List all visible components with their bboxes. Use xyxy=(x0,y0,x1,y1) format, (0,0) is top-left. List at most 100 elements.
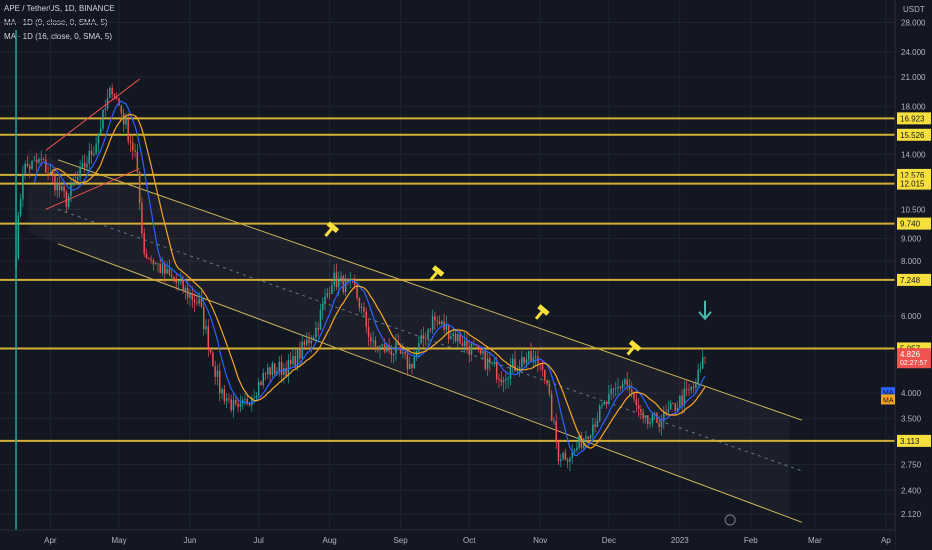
y-tick-label: 3.500 xyxy=(901,415,922,424)
candle-body xyxy=(660,421,663,428)
candle-body xyxy=(649,422,651,424)
candle-body xyxy=(246,398,248,405)
last-price-tag xyxy=(897,348,931,369)
candle-body xyxy=(592,424,594,436)
candle-body xyxy=(450,336,452,340)
x-tick-label: Jun xyxy=(184,536,197,545)
candle-body xyxy=(326,292,329,297)
candle-body xyxy=(562,452,564,460)
candle-body xyxy=(157,263,159,265)
candle-body xyxy=(202,306,205,330)
candle-body xyxy=(665,412,667,413)
y-tick-label: 18.000 xyxy=(901,103,926,112)
candle-body xyxy=(589,435,592,439)
candle-body xyxy=(518,366,521,370)
y-tick-label: 14.000 xyxy=(901,150,926,159)
candle-body xyxy=(42,159,45,160)
candle-body xyxy=(207,326,210,349)
candle-body xyxy=(283,367,285,375)
level-price-tag-label: 12.015 xyxy=(900,180,925,189)
level-price-tag xyxy=(897,177,931,190)
candle-body xyxy=(125,119,127,125)
candle-body xyxy=(473,344,475,346)
candle-body xyxy=(365,311,367,328)
candle-body xyxy=(239,403,242,407)
candle-body xyxy=(315,327,317,338)
candle-body xyxy=(97,133,100,144)
candle-body xyxy=(596,420,599,427)
candle-body xyxy=(500,379,503,383)
candle-body xyxy=(127,119,129,142)
candle-body xyxy=(180,279,182,282)
candle-body xyxy=(459,334,461,344)
y-tick-label: 4.000 xyxy=(901,389,922,398)
candle-body xyxy=(354,280,356,285)
ma-16-line xyxy=(49,113,706,449)
candle-body xyxy=(228,398,230,400)
candle-body xyxy=(438,321,441,325)
candle-body xyxy=(658,422,660,428)
candle-body xyxy=(397,342,400,345)
candle-body xyxy=(182,279,184,292)
candle-body xyxy=(454,333,457,342)
candle-body xyxy=(521,357,523,367)
candle-body xyxy=(528,351,530,360)
candle-body xyxy=(493,362,496,363)
candle-body xyxy=(81,162,84,168)
candle-body xyxy=(280,361,283,375)
candle-body xyxy=(214,366,216,377)
candle-body xyxy=(422,335,425,339)
candle-body xyxy=(573,449,576,452)
candle-body xyxy=(651,413,654,423)
candle-body xyxy=(486,358,489,369)
candle-body xyxy=(15,258,17,269)
candle-body xyxy=(498,378,500,380)
candle-body xyxy=(436,320,438,322)
x-tick-label: Oct xyxy=(463,536,476,545)
candle-body xyxy=(560,459,562,461)
candle-body xyxy=(431,316,434,330)
candle-body xyxy=(656,413,658,423)
x-tick-label: May xyxy=(111,536,126,545)
candle-body xyxy=(308,339,310,344)
currency-label: USDT xyxy=(903,5,925,14)
candle-body xyxy=(136,151,139,172)
candle-body xyxy=(189,293,191,298)
candle-body xyxy=(587,436,590,439)
candle-body xyxy=(644,415,647,419)
ma-value-tag-label: MA xyxy=(883,390,894,397)
candle-body xyxy=(569,458,571,462)
candle-body xyxy=(370,337,372,342)
x-tick-label: Ap xyxy=(881,536,891,545)
candle-body xyxy=(95,143,97,154)
candle-body xyxy=(310,340,313,344)
candle-body xyxy=(24,163,26,174)
candle-body xyxy=(344,278,347,293)
candle-body xyxy=(77,177,79,181)
candle-body xyxy=(379,345,381,351)
candle-body xyxy=(186,287,189,298)
x-tick-label: Nov xyxy=(533,536,547,545)
candle-body xyxy=(349,278,351,280)
channel-fill xyxy=(27,149,790,518)
candle-body xyxy=(271,363,274,375)
candle-body xyxy=(86,163,88,168)
candle-body xyxy=(626,379,628,386)
event-bolt-icon xyxy=(724,514,736,526)
candle-body xyxy=(132,142,134,151)
candle-body xyxy=(312,337,315,341)
candle-body xyxy=(466,340,468,347)
candle-body xyxy=(614,388,617,390)
candle-body xyxy=(221,389,223,394)
candle-body xyxy=(35,159,38,163)
candle-body xyxy=(45,159,47,173)
candle-body xyxy=(219,370,221,394)
candle-body xyxy=(491,362,493,364)
rejection-marker-icon xyxy=(429,265,445,281)
candle-body xyxy=(209,348,212,353)
candle-body xyxy=(141,202,143,234)
candle-body xyxy=(395,342,397,354)
candle-body xyxy=(628,385,631,390)
wedge-lower-line xyxy=(45,168,140,210)
